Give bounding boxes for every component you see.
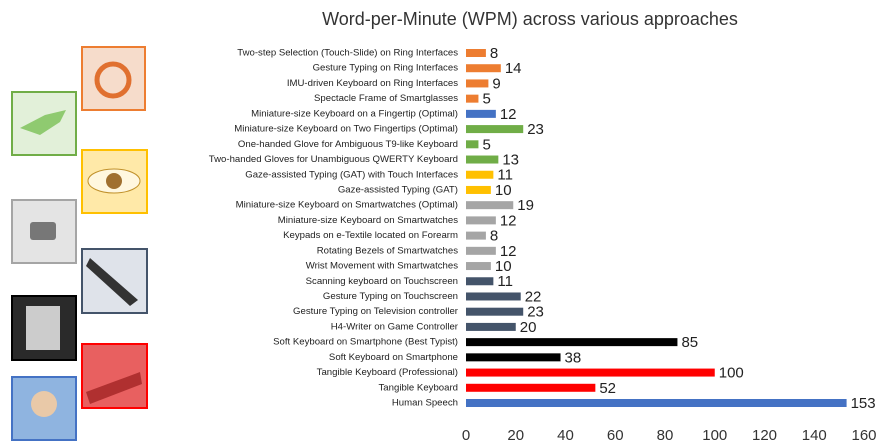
watch-icon (30, 222, 56, 240)
y-tick-label: Miniature-size Keyboard on Smartwatches (278, 215, 458, 226)
value-label: 52 (599, 380, 616, 397)
y-tick-label: Gesture Typing on Touchscreen (323, 291, 458, 302)
y-tick-label: H4-Writer on Game Controller (331, 321, 459, 332)
x-tick-label: 140 (802, 427, 827, 444)
value-label: 153 (851, 395, 876, 412)
value-label: 19 (517, 197, 534, 214)
bar (466, 110, 496, 118)
value-label: 11 (497, 273, 513, 290)
bar (466, 323, 516, 331)
illustrations (12, 47, 147, 440)
bar (466, 125, 523, 133)
value-label: 5 (482, 136, 490, 153)
y-tick-label: Rotating Bezels of Smartwatches (317, 245, 459, 256)
y-tick-label: Two-step Selection (Touch-Slide) on Ring… (237, 48, 458, 59)
y-tick-label: Miniature-size Keyboard on Two Fingertip… (234, 124, 458, 135)
chart-title: Word-per-Minute (WPM) across various app… (322, 9, 738, 29)
y-tick-label: IMU-driven Keyboard on Ring Interfaces (287, 78, 458, 89)
bar (466, 171, 493, 179)
y-tick-label: Tangible Keyboard (379, 382, 458, 393)
y-tick-label: Miniature-size Keyboard on a Fingertip (… (251, 108, 458, 119)
bar (466, 338, 677, 346)
x-tick-label: 120 (752, 427, 777, 444)
x-tick-label: 80 (657, 427, 674, 444)
bar (466, 95, 478, 103)
bar (466, 369, 715, 377)
value-label: 5 (482, 91, 490, 108)
bar (466, 292, 521, 300)
bar (466, 247, 496, 255)
y-tick-label: Scanning keyboard on Touchscreen (306, 276, 458, 287)
x-tick-label: 40 (557, 427, 574, 444)
x-tick-label: 0 (462, 427, 470, 444)
x-tick-label: 160 (851, 427, 876, 444)
value-label: 38 (565, 349, 582, 366)
bar (466, 64, 501, 72)
y-tick-label: Two-handed Gloves for Unambiguous QWERTY… (209, 154, 458, 165)
bar (466, 308, 523, 316)
x-tick-label: 100 (702, 427, 727, 444)
bar (466, 232, 486, 240)
value-label: 9 (492, 75, 500, 92)
ring-image (82, 47, 145, 110)
x-tick-label: 20 (507, 427, 524, 444)
y-tick-label: Gesture Typing on Ring Interfaces (313, 63, 459, 74)
y-tick-label: Human Speech (392, 398, 458, 409)
bar (466, 186, 491, 194)
value-label: 14 (505, 60, 522, 77)
x-tick-label: 60 (607, 427, 624, 444)
value-label: 10 (495, 182, 512, 199)
bar (466, 140, 478, 148)
bar (466, 156, 498, 164)
y-tick-label: Wrist Movement with Smartwatches (306, 261, 458, 272)
y-tick-label: Soft Keyboard on Smartphone (Best Typist… (273, 337, 458, 348)
value-label: 20 (520, 319, 537, 336)
value-label: 85 (681, 334, 698, 351)
bar (466, 277, 493, 285)
bar (466, 262, 491, 270)
eye-iris (106, 173, 122, 189)
bar (466, 49, 486, 57)
y-tick-label: Spectacle Frame of Smartglasses (314, 93, 458, 104)
y-tick-label: Soft Keyboard on Smartphone (329, 352, 458, 363)
bar (466, 216, 496, 224)
bar (466, 79, 488, 87)
speech-icon (31, 391, 57, 417)
value-label: 100 (719, 365, 744, 382)
bar (466, 399, 847, 407)
value-label: 8 (490, 228, 498, 245)
y-tick-label: Gesture Typing on Television controller (293, 306, 459, 317)
chart: Word-per-Minute (WPM) across various app… (0, 0, 891, 447)
bar (466, 384, 595, 392)
y-tick-label: Miniature-size Keyboard on Smartwatches … (236, 200, 458, 211)
y-tick-label: Tangible Keyboard (Professional) (317, 367, 458, 378)
phone-icon (26, 306, 60, 350)
bar (466, 353, 561, 361)
y-tick-label: Keypads on e-Textile located on Forearm (283, 230, 458, 241)
value-label: 12 (500, 106, 517, 123)
value-label: 8 (490, 45, 498, 62)
y-tick-label: Gaze-assisted Typing (GAT) with Touch In… (245, 169, 458, 180)
value-label: 12 (500, 212, 517, 229)
value-label: 23 (527, 121, 544, 138)
y-tick-label: One-handed Glove for Ambiguous T9-like K… (238, 139, 458, 150)
bar (466, 201, 513, 209)
y-tick-label: Gaze-assisted Typing (GAT) (338, 184, 458, 195)
